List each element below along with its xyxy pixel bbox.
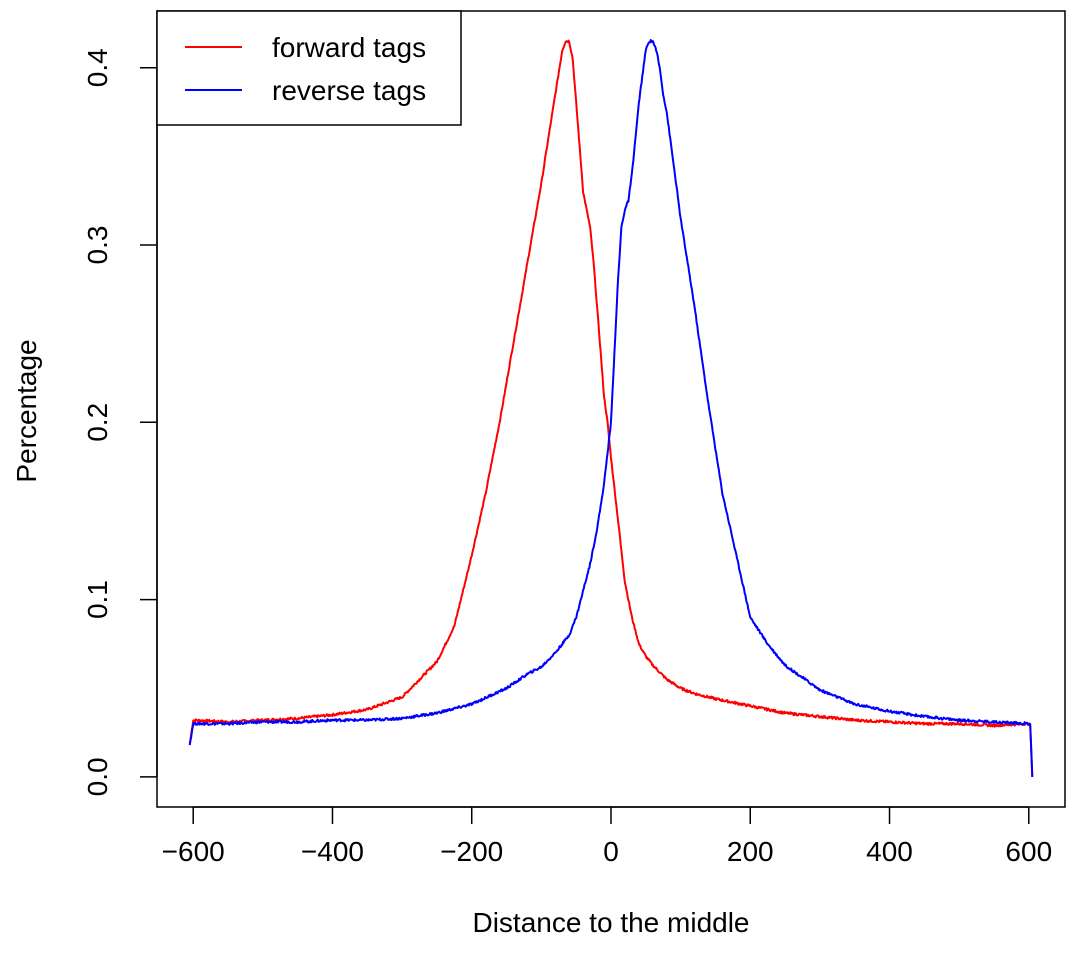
x-tick-label: 0 (603, 836, 619, 867)
series-line-reverse-tags (188, 39, 1034, 777)
x-axis: −600 −400 −200 0 200 400 600 (162, 806, 1052, 867)
legend: forward tags reverse tags (156, 10, 462, 126)
y-tick-label: 0.2 (82, 403, 113, 442)
x-tick-label: 400 (866, 836, 913, 867)
y-tick-label: 0.0 (82, 757, 113, 796)
x-tick-label: −200 (440, 836, 503, 867)
x-tick-label: 200 (727, 836, 774, 867)
y-tick-label: 0.1 (82, 580, 113, 619)
legend-label-reverse: reverse tags (272, 75, 426, 106)
x-tick-label: −400 (301, 836, 364, 867)
legend-box (156, 10, 462, 126)
y-axis-label: Percentage (11, 339, 42, 482)
x-tick-label: 600 (1005, 836, 1052, 867)
legend-label-forward: forward tags (272, 32, 426, 63)
x-axis-label: Distance to the middle (472, 907, 749, 938)
y-axis: 0.0 0.1 0.2 0.3 0.4 (82, 48, 158, 796)
y-tick-label: 0.3 (82, 226, 113, 265)
x-tick-label: −600 (162, 836, 225, 867)
y-tick-label: 0.4 (82, 48, 113, 87)
series-layer (188, 39, 1034, 777)
series-line-forward-tags (188, 39, 1034, 777)
